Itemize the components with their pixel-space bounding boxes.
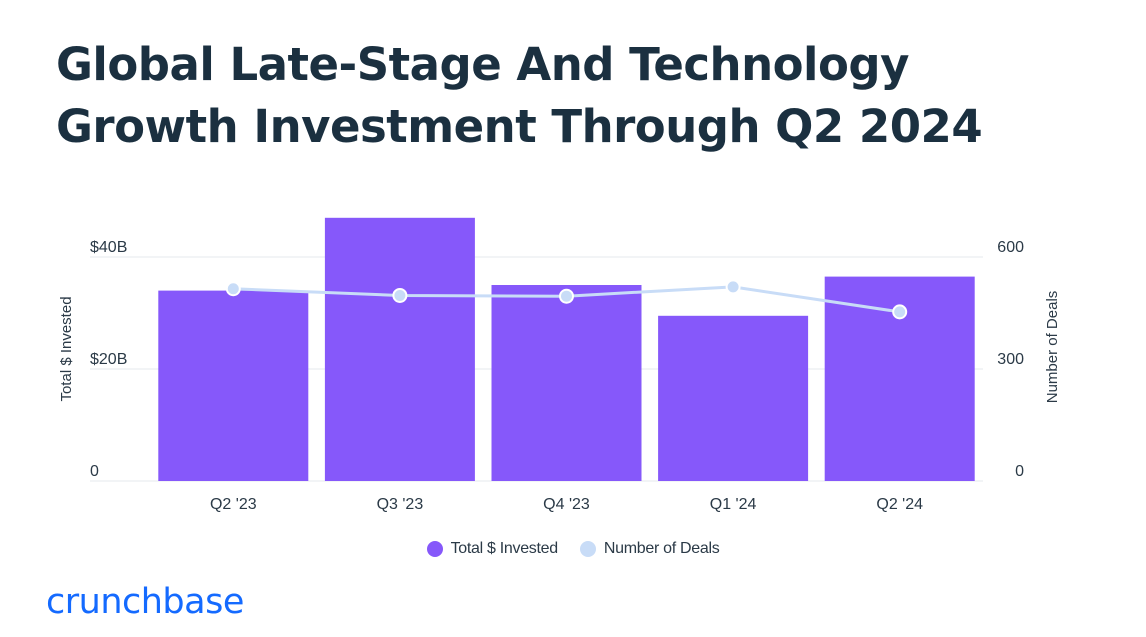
bar	[658, 315, 809, 481]
bar	[324, 217, 475, 482]
legend-swatch-invested	[426, 541, 443, 557]
deals-point	[559, 288, 574, 304]
x-tick-label: Q2 '24	[876, 496, 923, 513]
left-tick-label: 0	[90, 463, 99, 480]
legend-label-deals: Number of Deals	[603, 540, 720, 557]
legend-swatch-deals	[579, 541, 596, 557]
right-tick-label: 300	[997, 351, 1024, 368]
left-tick-label: $20B	[90, 351, 127, 368]
deals-point	[225, 281, 241, 297]
deals-point	[892, 304, 908, 320]
bar	[491, 285, 642, 481]
bar	[158, 290, 309, 481]
chart-title: Global Late-Stage And Technology Growth …	[56, 34, 1116, 158]
legend: Total $ Invested Number of Deals	[0, 540, 1146, 558]
x-tick-label: Q3 '23	[377, 496, 424, 513]
right-axis-title: Number of Deals	[1044, 291, 1061, 404]
axes: Total $ Invested Number of Deals 0 $20B $4…	[58, 239, 1061, 513]
left-axis-title: Total $ Invested	[58, 296, 75, 401]
deals-point	[392, 287, 408, 303]
x-tick-label: Q4 '23	[543, 496, 590, 513]
chart-title-line-2: Growth Investment Through Q2 2024	[56, 100, 983, 153]
legend-label-invested: Total $ Invested	[450, 540, 559, 557]
deals-point	[725, 279, 741, 295]
chart-title-line-1: Global Late-Stage And Technology	[56, 38, 909, 91]
left-tick-label: $40B	[90, 239, 127, 256]
x-tick-label: Q2 '23	[210, 496, 257, 513]
right-tick-label: 0	[1015, 463, 1024, 480]
bars	[158, 217, 975, 482]
legend-item-invested[interactable]: Total $ Invested	[426, 540, 559, 558]
crunchbase-logo: crunchbase	[46, 582, 244, 622]
deals-line	[225, 279, 908, 320]
legend-item-deals[interactable]: Number of Deals	[579, 540, 720, 558]
right-tick-label: 600	[997, 239, 1024, 256]
x-tick-label: Q1 '24	[710, 496, 757, 513]
